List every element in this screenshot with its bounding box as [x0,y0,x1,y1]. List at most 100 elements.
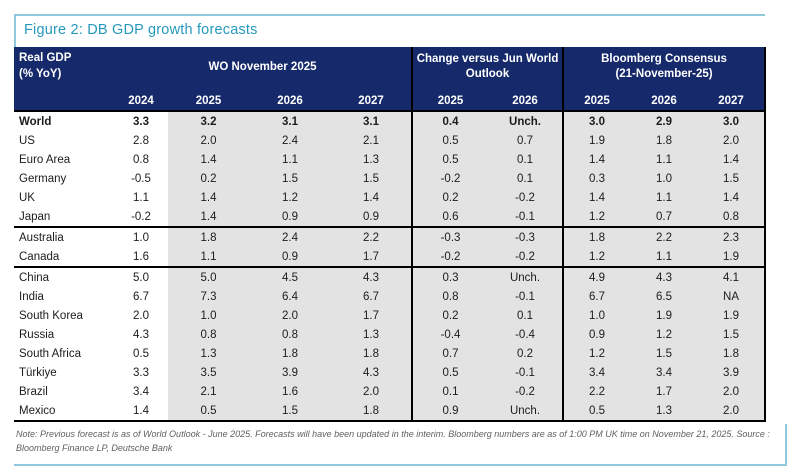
value-cell: 2.2 [630,227,699,247]
value-cell: 3.9 [698,363,766,382]
value-cell: 1.3 [331,325,413,344]
figure-panel: Figure 2: DB GDP growth forecasts Real G… [14,14,787,466]
value-cell: 1.4 [168,150,249,169]
value-cell: NA [698,287,766,306]
table-row: Germany -0.5 0.2 1.5 1.5 -0.2 0.1 0.3 1.0 1.5 [14,169,766,188]
value-cell: 7.3 [168,287,249,306]
value-cell: 0.2 [411,188,489,207]
value-cell: 4.3 [331,267,413,287]
table-body: World 3.3 3.2 3.1 3.1 0.4 Unch. 3.0 2.9 3.0 US 2.8 2… [14,111,766,421]
value-cell: Unch. [488,111,564,131]
row-label: India [19,290,44,303]
value-cell: 1.4 [168,207,249,228]
value-cell: 1.4 [168,188,249,207]
value-cell: 1.1 [630,188,699,207]
gdp-forecast-table: Real GDP (% YoY) WO November 2025 Change… [14,47,767,422]
value-cell: 0.5 [168,401,249,421]
value-cell: 0.3 [411,267,489,287]
value-cell: 1.6 [249,382,331,401]
value-cell: 1.2 [249,188,331,207]
value-cell: 2.8 [133,134,149,147]
value-cell: 3.0 [562,111,631,131]
row-label: Australia [19,231,64,244]
value-cell: 5.0 [168,267,249,287]
value-cell: 2.9 [630,111,699,131]
value-cell: 0.2 [488,344,564,363]
year-header-cell: 2026 [249,87,331,112]
value-cell: 0.2 [411,306,489,325]
value-cell: 0.4 [411,111,489,131]
value-cell: 0.9 [249,207,331,228]
value-cell: 0.9 [411,401,489,421]
value-cell: 3.2 [168,111,249,131]
value-cell: 0.1 [488,306,564,325]
table-row: South Africa 0.5 1.3 1.8 1.8 0.7 0.2 1.2 1.5 1.8 [14,344,766,363]
year-header-cell: 2025 [562,87,631,112]
value-cell: Unch. [488,267,564,287]
value-cell: 1.8 [331,401,413,421]
value-cell: 1.2 [562,207,631,228]
value-cell: 0.8 [133,153,149,166]
row-label: Brazil [19,385,48,398]
year-header-cell: 2024 [114,87,168,112]
value-cell: 4.1 [698,267,766,287]
value-cell: 1.8 [168,227,249,247]
column-group-bloomberg-consensus: Bloomberg Consensus (21-November-25) [562,47,766,87]
value-cell: 1.1 [630,150,699,169]
value-cell: 1.9 [698,306,766,325]
value-cell: 1.9 [562,131,631,150]
figure-note: Note: Previous forecast is as of World O… [14,424,787,466]
value-cell: 1.3 [630,401,699,421]
value-cell: 0.5 [562,401,631,421]
value-cell: 0.1 [488,150,564,169]
value-cell: 1.9 [630,306,699,325]
table-row: India 6.7 7.3 6.4 6.7 0.8 -0.1 6.7 6.5 NA [14,287,766,306]
value-cell: 1.1 [133,191,149,204]
value-cell: 1.0 [133,231,149,244]
row-label: UK [19,191,35,204]
value-cell: 1.4 [698,188,766,207]
value-cell: 6.7 [562,287,631,306]
value-cell: 0.1 [488,169,564,188]
row-label: Japan [14,207,114,228]
value-cell: 1.4 [331,188,413,207]
value-cell: 2.0 [331,382,413,401]
value-cell: 2.2 [331,227,413,247]
value-cell: 3.3 [133,366,149,379]
value-cell: 3.5 [168,363,249,382]
value-cell: 1.8 [562,227,631,247]
table-row: Brazil 3.4 2.1 1.6 2.0 0.1 -0.2 2.2 1.7 2.0 [14,382,766,401]
year-header-cell: 2025 [411,87,489,112]
table-row: US 2.8 2.0 2.4 2.1 0.5 0.7 1.9 1.8 2.0 [14,131,766,150]
value-cell: 4.3 [630,267,699,287]
value-cell: 1.2 [562,247,631,268]
table-row: World 3.3 3.2 3.1 3.1 0.4 Unch. 3.0 2.9 3.0 [14,111,766,131]
value-cell: 0.9 [249,247,331,268]
value-cell: 1.5 [698,325,766,344]
value-cell: 0.9 [562,325,631,344]
table-row: China 5.0 5.0 4.5 4.3 0.3 Unch. 4.9 4.3 4.1 [14,267,766,287]
table-header: Real GDP (% YoY) WO November 2025 Change… [14,47,766,112]
value-cell: 1.6 [114,247,168,268]
value-cell: 5.0 [133,271,149,284]
value-cell: 2.0 [698,401,766,421]
table-row: Euro Area 0.8 1.4 1.1 1.3 0.5 0.1 1.4 1.1 1.4 [14,150,766,169]
table-row: Türkiye 3.3 3.5 3.9 4.3 0.5 -0.1 3.4 3.4 3.9 [14,363,766,382]
value-cell: 1.2 [630,325,699,344]
table-row: Canada 1.6 1.1 0.9 1.7 -0.2 -0.2 1.2 1.1 1.9 [14,247,766,268]
value-cell: 1.5 [249,401,331,421]
value-cell: -0.2 [488,247,564,268]
value-cell: 1.5 [249,169,331,188]
value-cell: 1.4 [133,404,149,417]
year-header-blank-cell [14,87,114,112]
value-cell: 3.3 [133,115,149,128]
value-cell: 0.6 [411,207,489,228]
value-cell: 1.9 [698,247,766,268]
row-label: Germany [19,172,67,185]
value-cell: 2.4 [249,131,331,150]
figure-title: Figure 2: DB GDP growth forecasts [14,14,765,47]
value-cell: 1.1 [249,150,331,169]
year-header-cell: 2027 [331,87,413,112]
value-cell: -0.1 [488,287,564,306]
value-cell: 0.5 [133,347,149,360]
